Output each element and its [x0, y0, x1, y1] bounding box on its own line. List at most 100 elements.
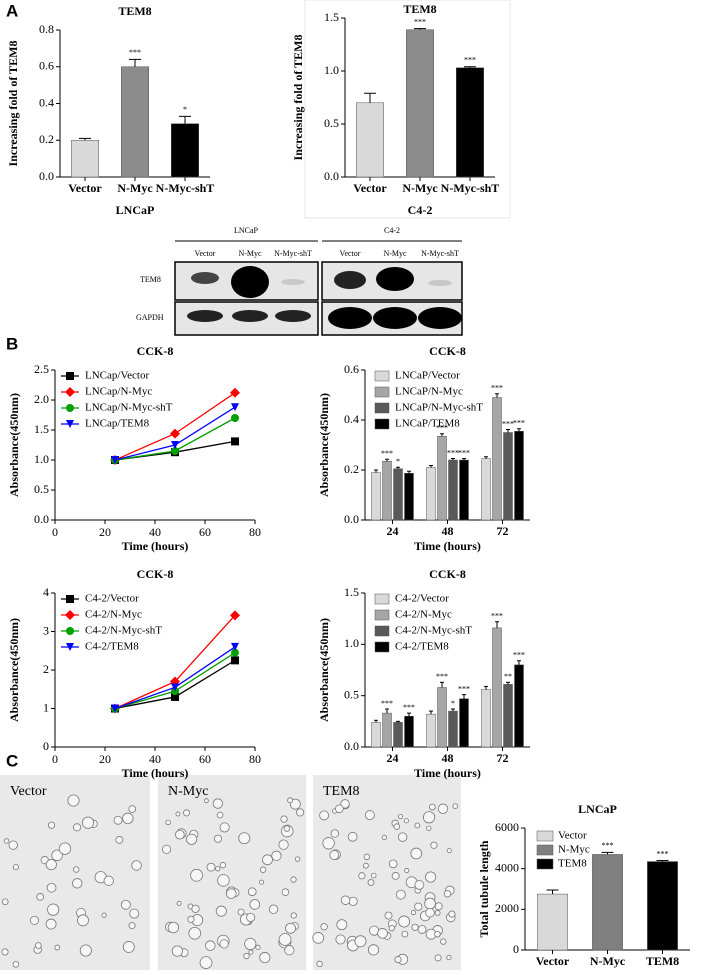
blot-lane: N-Myc: [238, 249, 262, 258]
x-axis-label: Time (hours): [414, 766, 481, 780]
cell: [281, 888, 290, 897]
bar: [371, 472, 381, 521]
panel-label: A: [6, 1, 18, 20]
blot-lane: N-Myc-shT: [421, 249, 459, 258]
marker: [170, 428, 180, 439]
cell: [377, 928, 388, 939]
cell: [81, 816, 95, 829]
x-axis-label: Time (hours): [122, 766, 189, 780]
legend-swatch: [374, 370, 390, 382]
cell: [367, 944, 380, 956]
chart-title: CCK-8: [137, 567, 174, 581]
y-tick-label: 1.0: [324, 63, 339, 77]
x-tick-label: 24: [387, 524, 399, 538]
legend-label: C4-2/N-Myc-shT: [395, 625, 472, 637]
cell: [128, 922, 136, 930]
cell: [216, 811, 224, 819]
cell: [414, 902, 423, 911]
cell: [363, 853, 371, 861]
significance: ***: [381, 449, 393, 458]
legend-swatch: [536, 858, 554, 870]
y-axis-label: Absorbance(450nm): [317, 393, 331, 497]
marker: [171, 441, 179, 449]
cell: [393, 823, 401, 830]
y-axis-label: Increasing fold of TEM8: [6, 41, 20, 167]
cell: [225, 888, 237, 899]
cell: [120, 899, 131, 910]
cell: [434, 930, 441, 938]
image-label: Vector: [10, 784, 47, 799]
cell: [452, 803, 459, 809]
cell: [167, 921, 180, 934]
y-tick-label: 6000: [495, 820, 519, 834]
cell: [67, 794, 80, 807]
cell: [410, 847, 423, 860]
cell: [212, 798, 223, 809]
cell: [47, 903, 60, 916]
y-tick-label: 4000: [495, 860, 519, 874]
cell: [259, 866, 267, 873]
band: [376, 267, 414, 291]
chart-title: LNCaP: [578, 802, 617, 816]
blot-lane: N-Myc-shT: [274, 249, 312, 258]
cell: [268, 904, 279, 914]
y-tick-label: 1: [43, 700, 49, 714]
y-tick-label: 2000: [495, 901, 519, 915]
x-tick-label: Vector: [68, 181, 102, 195]
x-tick-label: N-Myc: [117, 181, 153, 195]
y-tick-label: 0.0: [34, 512, 49, 526]
cell: [280, 815, 288, 823]
cell: [330, 829, 339, 838]
x-tick-label: 72: [497, 751, 509, 765]
y-tick-label: 3: [43, 623, 49, 637]
marker: [66, 420, 74, 428]
micrograph: [0, 775, 150, 970]
legend-label: N-Myc: [558, 844, 590, 856]
x-tick-label: TEM8: [646, 954, 679, 968]
marker: [111, 456, 119, 464]
cell: [36, 893, 44, 901]
x-tick-label: 60: [199, 525, 211, 539]
bar: [371, 722, 381, 748]
bar: [503, 684, 513, 748]
x-tick-label: 80: [249, 752, 261, 766]
band: [328, 307, 372, 329]
cell: [73, 866, 80, 873]
cell: [12, 961, 20, 968]
legend-label: LNCaP/TEM8: [395, 418, 460, 430]
x-tick-label: N-Myc-shT: [441, 181, 500, 195]
significance: ***: [491, 384, 503, 393]
y-axis-label: Absorbance(450nm): [317, 618, 331, 722]
marker: [231, 648, 239, 657]
y-axis-label: Absorbance(450nm): [7, 618, 21, 722]
bar: [382, 712, 392, 748]
cell: [422, 811, 436, 824]
legend-label: LNCap/N-Myc: [85, 386, 152, 398]
legend-label: C4-2/N-Myc: [85, 609, 142, 621]
y-tick-label: 0.0: [344, 739, 359, 753]
cell: [446, 954, 452, 961]
cell: [175, 811, 181, 817]
y-axis-label: Total tubule length: [477, 840, 491, 937]
bar: [404, 715, 414, 748]
cell: [72, 878, 83, 889]
cell: [283, 825, 291, 832]
bar: [448, 459, 458, 521]
legend-swatch: [374, 593, 390, 605]
cell: [397, 832, 408, 842]
y-tick-label: 0.4: [39, 95, 54, 109]
cell: [398, 915, 411, 928]
cell: [363, 862, 369, 869]
cell: [329, 850, 340, 860]
band: [191, 272, 219, 284]
cell: [434, 902, 443, 911]
x-tick-label: Vector: [353, 181, 387, 195]
marker: [66, 627, 74, 635]
bar: [459, 698, 469, 748]
band: [418, 307, 462, 329]
marker: [65, 610, 75, 620]
cell: [131, 860, 142, 871]
cell: [247, 887, 257, 897]
significance: *: [451, 699, 455, 708]
cell: [219, 822, 230, 833]
